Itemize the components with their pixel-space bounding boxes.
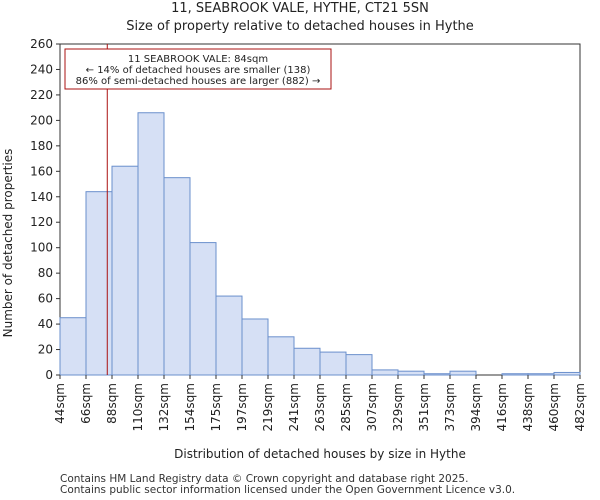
y-tick-label: 20 xyxy=(38,343,53,357)
x-tick-label: 438sqm xyxy=(521,383,535,431)
bar-263sqm xyxy=(319,351,347,376)
y-tick-label: 100 xyxy=(30,241,53,255)
y-tick-label: 260 xyxy=(30,37,53,51)
bar-241sqm xyxy=(293,347,321,376)
x-tick-label: 307sqm xyxy=(365,383,379,431)
footer-line-1: Contains HM Land Registry data © Crown c… xyxy=(60,473,469,485)
bar-154sqm xyxy=(189,242,217,376)
x-tick-label: 154sqm xyxy=(183,383,197,431)
annotation-box xyxy=(64,48,332,90)
x-tick-label: 66sqm xyxy=(79,383,93,424)
x-tick-label: 44sqm xyxy=(53,383,67,424)
y-axis: 0 20 40 60 80 100 120 140 160 180 200 220 240 260 xyxy=(30,37,60,382)
x-tick-label: 394sqm xyxy=(469,383,483,431)
x-tick-label: 219sqm xyxy=(261,383,275,431)
bar-351sqm xyxy=(423,373,451,376)
x-tick-label: 197sqm xyxy=(235,383,249,431)
annotation-line-2: ← 14% of detached houses are smaller (13… xyxy=(86,65,311,76)
x-tick-label: 175sqm xyxy=(209,383,223,431)
bar-460sqm xyxy=(553,371,581,376)
bar-66sqm xyxy=(85,191,113,376)
bar-219sqm xyxy=(267,336,295,376)
y-tick-label: 200 xyxy=(30,113,53,127)
y-tick-label: 140 xyxy=(30,190,53,204)
bar-438sqm xyxy=(527,373,555,376)
bar-416sqm xyxy=(501,373,529,376)
x-tick-label: 416sqm xyxy=(495,383,509,431)
y-tick-label: 160 xyxy=(30,164,53,178)
x-axis: 44sqm 66sqm 88sqm 110sqm 132sqm 154sqm 175sqm 1… xyxy=(53,375,587,431)
bar-285sqm xyxy=(345,354,373,376)
x-tick-label: 460sqm xyxy=(547,383,561,431)
bar-44sqm xyxy=(59,317,87,376)
chart-subtitle: Size of property relative to detached ho… xyxy=(126,19,474,34)
bar-88sqm xyxy=(111,165,139,376)
x-tick-label: 88sqm xyxy=(105,383,119,424)
y-tick-label: 120 xyxy=(30,215,53,229)
x-axis-label: Distribution of detached houses by size … xyxy=(174,447,466,461)
y-axis-label: Number of detached properties xyxy=(1,149,15,338)
x-tick-label: 329sqm xyxy=(391,383,405,431)
x-tick-label: 351sqm xyxy=(417,383,431,431)
y-tick-label: 0 xyxy=(45,368,53,382)
bar-110sqm xyxy=(137,112,165,376)
annotation-line-3: 86% of semi-detached houses are larger (… xyxy=(76,76,321,87)
bar-175sqm xyxy=(215,295,243,376)
bar-132sqm xyxy=(163,177,191,376)
y-tick-label: 180 xyxy=(30,139,53,153)
x-tick-label: 241sqm xyxy=(287,383,301,431)
y-tick-label: 40 xyxy=(38,317,53,331)
chart-title: 11, SEABROOK VALE, HYTHE, CT21 5SN xyxy=(171,1,429,16)
x-tick-label: 132sqm xyxy=(157,383,171,431)
footer-line-2: Contains public sector information licen… xyxy=(60,484,516,496)
y-tick-label: 240 xyxy=(30,62,53,76)
y-tick-label: 60 xyxy=(38,292,53,306)
bar-197sqm xyxy=(241,318,269,376)
bars-group xyxy=(59,112,581,376)
y-tick-label: 220 xyxy=(30,88,53,102)
y-tick-label: 80 xyxy=(38,266,53,280)
x-tick-label: 285sqm xyxy=(339,383,353,431)
bar-329sqm xyxy=(397,370,425,376)
x-tick-label: 482sqm xyxy=(573,383,587,431)
annotation-line-1: 11 SEABROOK VALE: 84sqm xyxy=(128,54,268,65)
x-tick-label: 373sqm xyxy=(443,383,457,431)
x-tick-label: 263sqm xyxy=(313,383,327,431)
x-tick-label: 110sqm xyxy=(131,383,145,431)
bar-307sqm xyxy=(371,369,399,376)
bar-373sqm xyxy=(449,370,477,376)
